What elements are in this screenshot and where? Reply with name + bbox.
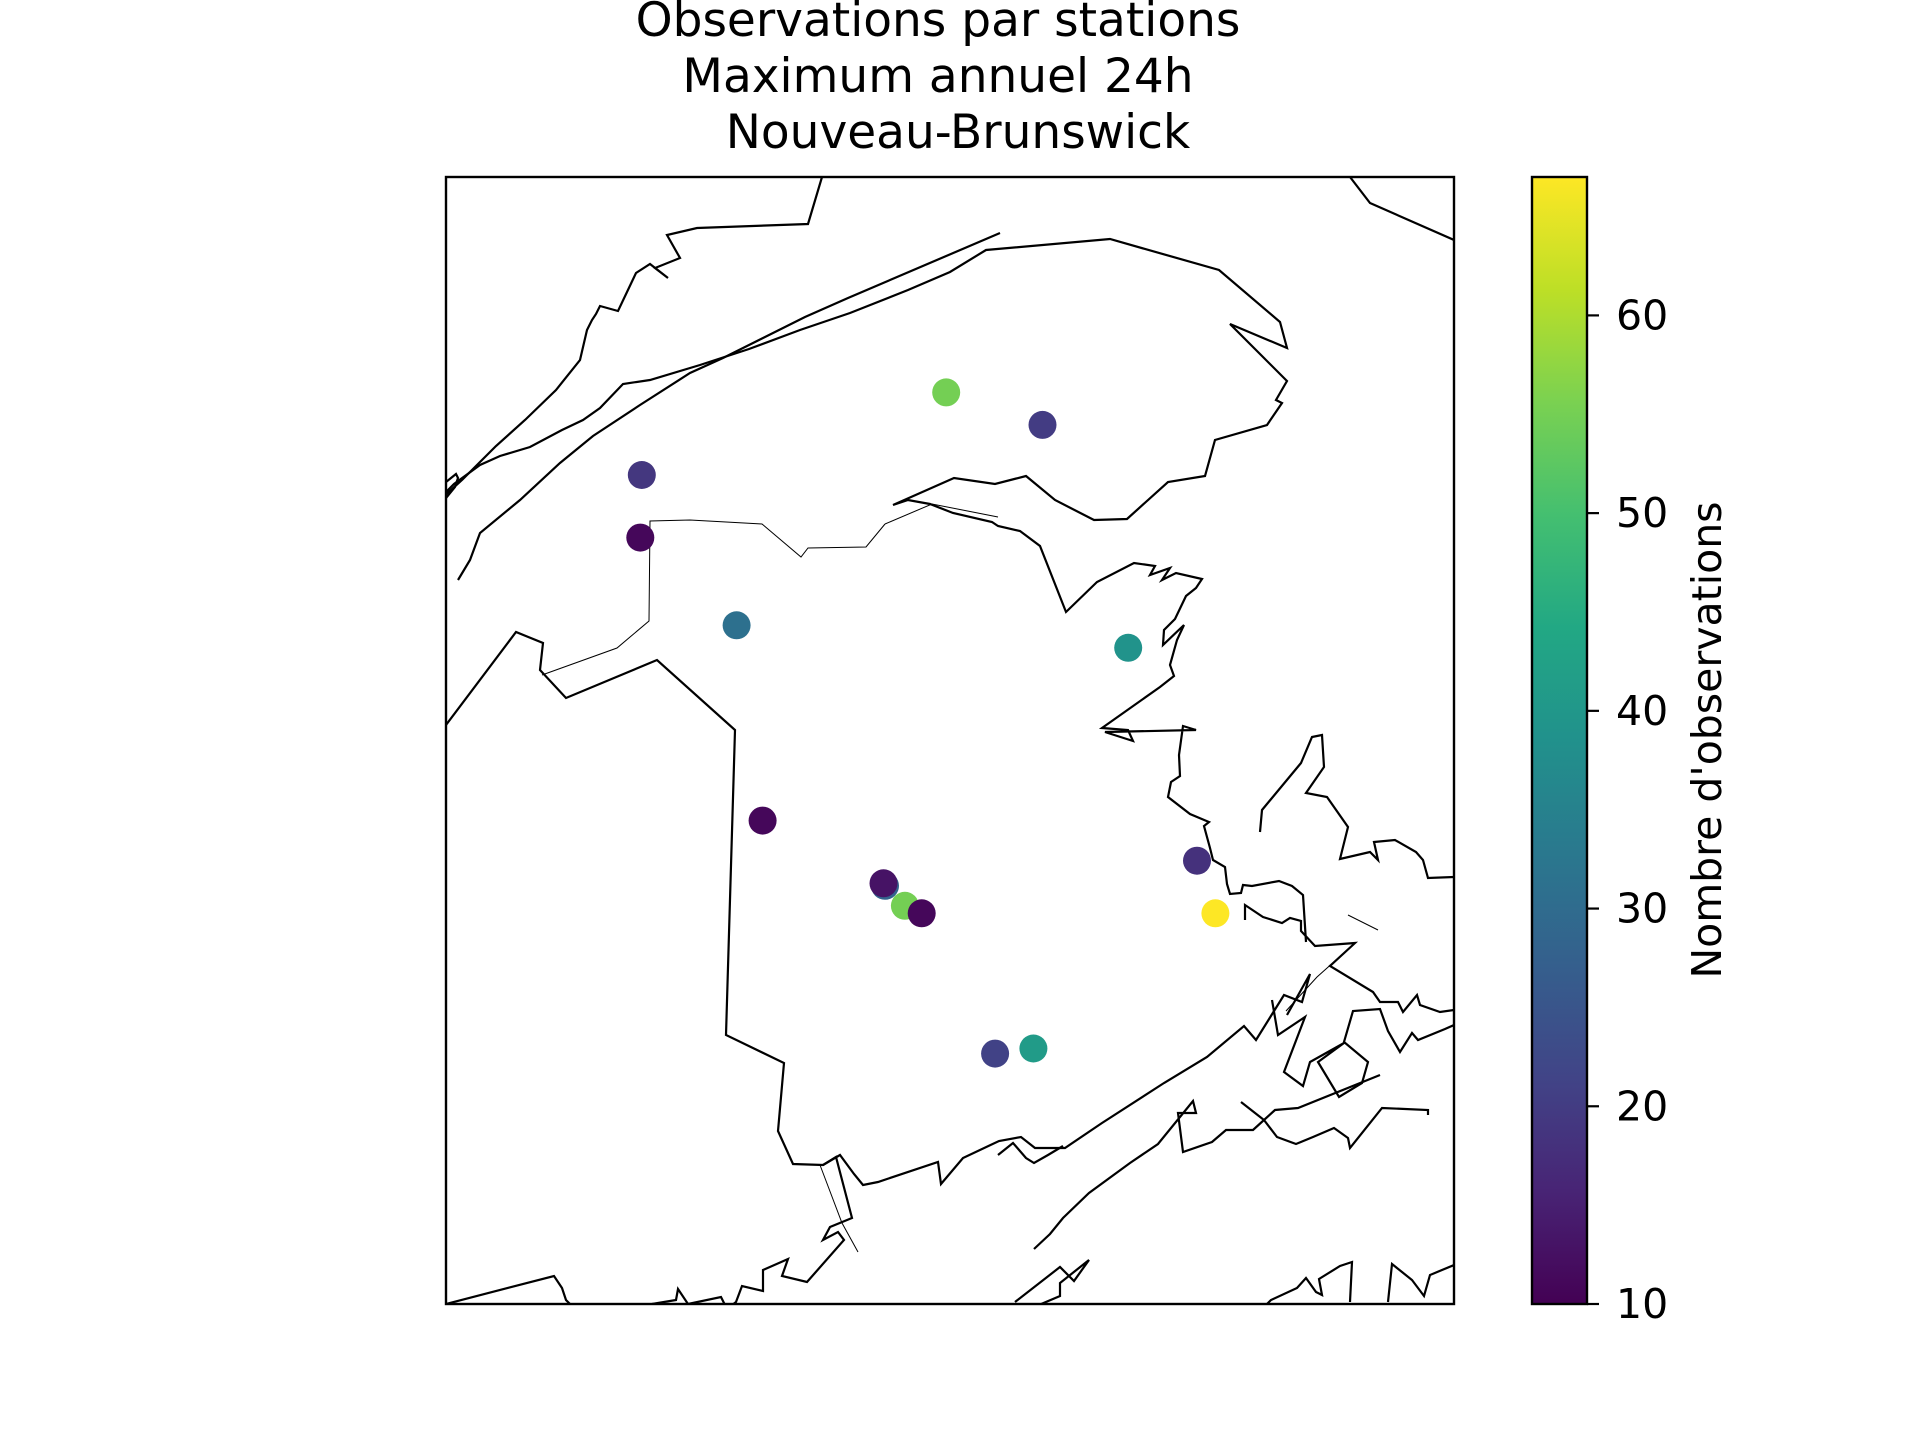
map-area <box>446 177 1454 1304</box>
station-marker-14 <box>981 1039 1010 1068</box>
border-chaleur <box>884 503 999 525</box>
station-marker-3 <box>627 461 656 489</box>
colorbar: 10 20 30 40 50 60 Nombre d'observations <box>1530 175 1731 1328</box>
title-line-1: Observations par stations <box>636 0 1241 48</box>
coastline-ns-inlet <box>1240 1101 1430 1151</box>
coastline-pei <box>1258 733 1454 880</box>
colorbar-gradient <box>1530 175 1589 1306</box>
station-marker-4 <box>626 523 655 552</box>
coastline-anticosti <box>1349 177 1454 242</box>
colorbar-tick-label-40: 40 <box>1616 687 1668 735</box>
colorbar-tick-label-20: 20 <box>1616 1082 1668 1130</box>
coastline-ns-bottom <box>1265 1260 1354 1304</box>
border-pei-strait <box>1347 914 1379 931</box>
border-ns-nb <box>1285 943 1355 1012</box>
colorbar-ticks: 10 20 30 40 50 60 <box>1587 291 1668 1328</box>
station-marker-2 <box>1028 410 1057 439</box>
station-marker-6 <box>1114 633 1143 662</box>
coastline-nova-scotia-north <box>1270 999 1454 1099</box>
colorbar-tick-label-50: 50 <box>1616 489 1668 537</box>
map-background <box>446 177 1454 1304</box>
border-maine-south <box>819 1164 859 1253</box>
colorbar-tick-label-10: 10 <box>1616 1280 1668 1328</box>
station-marker-9 <box>1201 899 1230 928</box>
station-marker-8 <box>1183 846 1211 875</box>
station-marker-11 <box>869 869 898 898</box>
station-markers <box>626 378 1230 1068</box>
station-marker-1 <box>932 378 961 407</box>
colorbar-label: Nombre d'observations <box>1683 501 1731 978</box>
title-line-2: Maximum annuel 24h <box>682 49 1193 104</box>
coastline-chaleur-bay <box>446 472 460 499</box>
coastline-lower-gaspe <box>457 231 1001 581</box>
colorbar-tick-label-30: 30 <box>1616 885 1668 933</box>
chart-title: Observations par stations Maximum annuel… <box>636 0 1241 160</box>
map-frame <box>444 175 1456 1306</box>
coastline-bay-of-fundy-south <box>997 1141 1064 1165</box>
colorbar-tick-label-60: 60 <box>1616 291 1668 339</box>
coastline-nova-scotia <box>1014 1259 1090 1304</box>
station-marker-15 <box>1019 1034 1048 1063</box>
coastline-gaspe <box>446 237 1308 943</box>
coastline-southwest-bottom <box>446 1274 571 1304</box>
station-marker-13 <box>907 899 936 928</box>
title-line-3: Nouveau-Brunswick <box>726 105 1191 160</box>
border-quebec-nb <box>541 519 886 676</box>
station-marker-5 <box>722 611 751 640</box>
coastline-maine <box>446 630 854 1304</box>
coastline-north-shore <box>446 177 824 497</box>
station-marker-7 <box>748 806 777 835</box>
coastline-ns-southeast <box>1386 1261 1454 1303</box>
